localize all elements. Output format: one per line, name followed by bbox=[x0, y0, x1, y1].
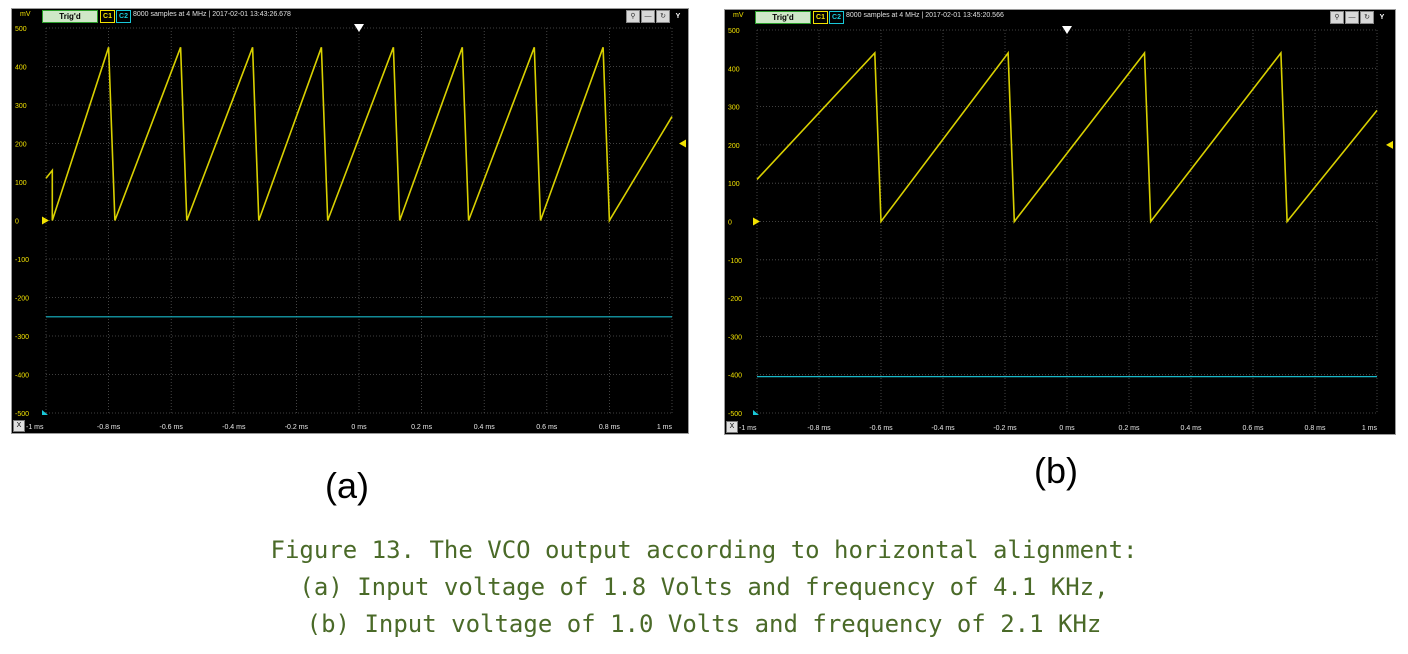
trigger-status-button[interactable]: Trig'd bbox=[755, 11, 811, 24]
x-axis-button[interactable]: X bbox=[13, 420, 25, 432]
y-tick-label: 400 bbox=[15, 65, 27, 72]
channel-2-offset-marker bbox=[753, 410, 759, 415]
minimize-icon[interactable]: — bbox=[1345, 11, 1359, 24]
x-tick-label: -1 ms bbox=[26, 424, 44, 431]
caption-line-2: (a) Input voltage of 1.8 Volts and frequ… bbox=[299, 573, 1109, 601]
scope-toolbar: mV Trig'd C1 C2 8000 samples at 4 MHz | … bbox=[12, 9, 688, 23]
x-tick-label: -0.6 ms bbox=[160, 424, 184, 431]
oscilloscope-panel-a: 500 400 300 200 100 0 -100 -200 -300 -400 -500 -1 m… bbox=[11, 8, 689, 434]
zoom-icon[interactable]: ⚲ bbox=[1330, 11, 1344, 24]
x-tick-label: 0.6 ms bbox=[536, 424, 558, 431]
x-tick-label: -0.8 ms bbox=[97, 424, 121, 431]
y-tick-label: -400 bbox=[728, 373, 742, 380]
y-tick-label: -200 bbox=[15, 296, 29, 303]
figure-caption: Figure 13. The VCO output according to h… bbox=[0, 532, 1408, 643]
trigger-status-button[interactable]: Trig'd bbox=[42, 10, 98, 23]
y-tick-label: -500 bbox=[15, 411, 29, 418]
unit-label: mV bbox=[733, 12, 744, 19]
x-tick-label: 0 ms bbox=[351, 424, 367, 431]
y-tick-label: 0 bbox=[728, 220, 732, 227]
channel-2-offset-marker bbox=[42, 410, 48, 415]
trigger-position-marker bbox=[354, 24, 364, 32]
trigger-level-marker bbox=[1386, 140, 1393, 149]
y-tick-label: -400 bbox=[15, 373, 29, 380]
x-axis-button[interactable]: X bbox=[726, 421, 738, 433]
x-tick-label: 0 ms bbox=[1059, 425, 1075, 432]
channel-2-toggle[interactable]: C2 bbox=[116, 10, 131, 23]
unit-label: mV bbox=[20, 11, 31, 18]
y-axis-button[interactable]: Y bbox=[1375, 11, 1389, 24]
subfigure-label-b: (b) bbox=[1034, 450, 1078, 491]
x-tick-label: -0.2 ms bbox=[993, 425, 1017, 432]
channel-1-toggle[interactable]: C1 bbox=[100, 10, 115, 23]
x-tick-label: 0.8 ms bbox=[1304, 425, 1326, 432]
acquisition-info: 8000 samples at 4 MHz | 2017-02-01 13:43… bbox=[133, 11, 291, 18]
y-tick-label: 300 bbox=[728, 105, 740, 112]
subfigure-label-a: (a) bbox=[325, 465, 369, 506]
scope-toolbar: mV Trig'd C1 C2 8000 samples at 4 MHz | … bbox=[725, 10, 1395, 24]
y-tick-label: -300 bbox=[728, 334, 742, 341]
caption-line-1: Figure 13. The VCO output according to h… bbox=[270, 536, 1138, 564]
caption-line-3: (b) Input voltage of 1.0 Volts and frequ… bbox=[306, 610, 1102, 638]
y-tick-label: 300 bbox=[15, 103, 27, 110]
x-tick-label: -1 ms bbox=[739, 425, 757, 432]
y-tick-label: 200 bbox=[728, 143, 740, 150]
grid bbox=[756, 29, 1378, 414]
channel-1-toggle[interactable]: C1 bbox=[813, 11, 828, 24]
channel-1-trace bbox=[45, 47, 673, 224]
grid bbox=[45, 27, 673, 414]
trigger-level-marker bbox=[679, 139, 686, 148]
x-tick-label: 0.4 ms bbox=[474, 424, 496, 431]
waveform-plot-b: 500 400 300 200 100 0 -100 -200 -300 -400 -500 -1 m… bbox=[728, 26, 1393, 432]
x-tick-label: 0.2 ms bbox=[1118, 425, 1140, 432]
y-axis-button[interactable]: Y bbox=[671, 10, 685, 23]
y-tick-label: 400 bbox=[728, 66, 740, 73]
y-tick-label: 500 bbox=[728, 28, 740, 35]
y-tick-label: -100 bbox=[15, 257, 29, 264]
x-tick-label: -0.8 ms bbox=[807, 425, 831, 432]
x-tick-label: -0.2 ms bbox=[285, 424, 309, 431]
acquisition-info: 8000 samples at 4 MHz | 2017-02-01 13:45… bbox=[846, 12, 1004, 19]
y-tick-label: 500 bbox=[15, 26, 27, 33]
zoom-icon[interactable]: ⚲ bbox=[626, 10, 640, 23]
y-tick-label: 100 bbox=[15, 180, 27, 187]
y-tick-label: -200 bbox=[728, 296, 742, 303]
x-tick-label: -0.6 ms bbox=[869, 425, 893, 432]
y-tick-label: -100 bbox=[728, 258, 742, 265]
x-tick-label: 0.6 ms bbox=[1242, 425, 1264, 432]
waveform-plot-a: 500 400 300 200 100 0 -100 -200 -300 -400 -500 -1 m… bbox=[15, 24, 686, 431]
x-tick-label: 0.8 ms bbox=[599, 424, 621, 431]
refresh-icon[interactable]: ↻ bbox=[1360, 11, 1374, 24]
ground-level-marker bbox=[753, 217, 760, 226]
oscilloscope-panel-b: 500 400 300 200 100 0 -100 -200 -300 -400 -500 -1 m… bbox=[724, 9, 1396, 435]
y-tick-label: 0 bbox=[15, 219, 19, 226]
x-tick-label: 0.4 ms bbox=[1180, 425, 1202, 432]
refresh-icon[interactable]: ↻ bbox=[656, 10, 670, 23]
y-tick-label: -300 bbox=[15, 334, 29, 341]
y-tick-label: -500 bbox=[728, 411, 742, 418]
x-tick-label: -0.4 ms bbox=[931, 425, 955, 432]
trigger-position-marker bbox=[1062, 26, 1072, 34]
y-tick-label: 200 bbox=[15, 142, 27, 149]
ground-level-marker bbox=[42, 216, 49, 225]
channel-1-trace bbox=[756, 50, 1378, 224]
y-tick-label: 100 bbox=[728, 181, 740, 188]
x-tick-label: 0.2 ms bbox=[411, 424, 433, 431]
x-tick-label: 1 ms bbox=[657, 424, 673, 431]
x-tick-label: -0.4 ms bbox=[222, 424, 246, 431]
minimize-icon[interactable]: — bbox=[641, 10, 655, 23]
x-tick-label: 1 ms bbox=[1362, 425, 1378, 432]
channel-2-toggle[interactable]: C2 bbox=[829, 11, 844, 24]
